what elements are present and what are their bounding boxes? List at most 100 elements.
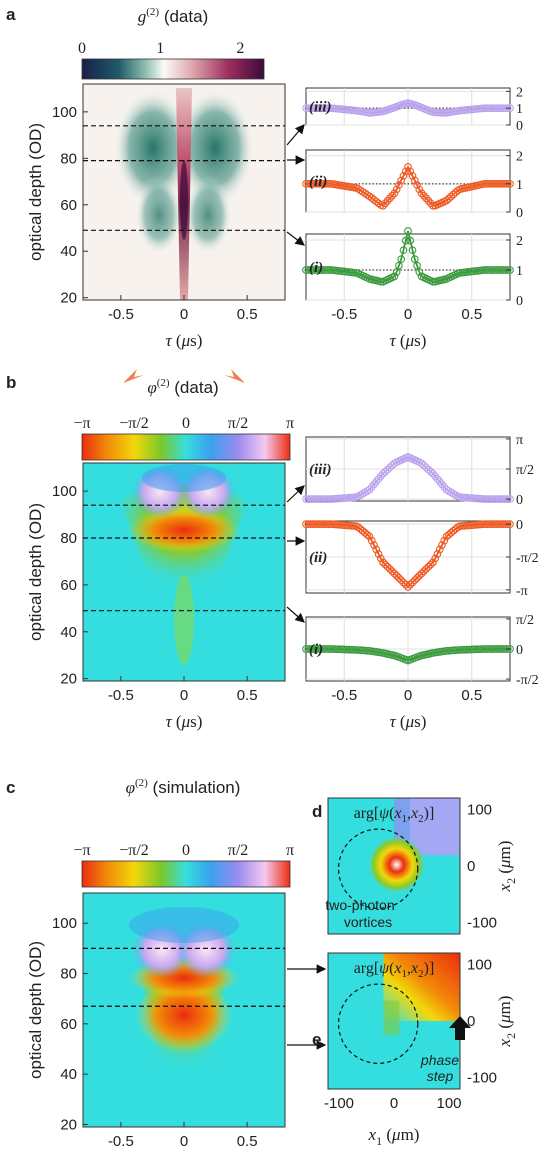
data-point xyxy=(376,472,385,481)
data-point xyxy=(415,571,424,580)
y-tick-label: 0 xyxy=(516,493,523,508)
panel-letter: b xyxy=(6,373,16,392)
colorbar-gradient xyxy=(81,58,265,80)
colorbar-tick-label: −π xyxy=(73,415,90,432)
x-axis-label: τ (μs) xyxy=(166,331,203,350)
panel-a-cut-iii: 2 1 0 (iii) xyxy=(302,85,523,134)
data-point xyxy=(444,194,453,203)
data-point xyxy=(440,483,449,491)
colorbar-gradient xyxy=(81,433,291,461)
data-point xyxy=(390,272,399,281)
data-point xyxy=(422,463,430,472)
y-tick-label: 0 xyxy=(467,858,475,875)
y-tick-label: 1 xyxy=(516,178,523,193)
annotation-line: vortices xyxy=(344,914,392,930)
colorbar-tick-label: 0 xyxy=(182,842,190,859)
y-tick-label: 80 xyxy=(60,150,77,167)
panel-a-cut-i: 2 1 0 (i) -0.5 0 0.5 τ (μs) xyxy=(302,227,523,350)
y-tick-label: -π/2 xyxy=(516,551,539,566)
data-point xyxy=(401,236,410,245)
colorbar-tick-label: 0 xyxy=(78,40,86,57)
y-tick-label: 0 xyxy=(516,643,523,658)
row-label: (i) xyxy=(309,260,323,276)
colorbar-tick-label: 0 xyxy=(182,415,190,432)
teal-lobe-left xyxy=(113,88,193,208)
colorbar-tick-label: π/2 xyxy=(228,842,249,859)
data-point xyxy=(386,194,394,203)
data-point xyxy=(503,179,512,188)
data-point xyxy=(440,536,449,545)
data-point xyxy=(444,530,453,539)
y-tick-label: 2 xyxy=(516,150,523,165)
colorbar-tick-label: π/2 xyxy=(228,415,249,432)
data-point xyxy=(376,277,385,286)
annotation-line: step xyxy=(427,1068,454,1084)
data-point xyxy=(404,163,412,171)
data-point xyxy=(422,565,430,573)
red-band xyxy=(129,508,239,552)
y-tick-label: 0 xyxy=(516,119,523,134)
y-axis-label: x2 (μm) xyxy=(495,996,518,1048)
y-tick-label: 40 xyxy=(60,243,77,260)
data-point xyxy=(388,567,396,576)
vortex-core xyxy=(367,835,426,894)
data-point xyxy=(447,192,455,201)
y-axis-label: optical depth (OD) xyxy=(26,503,45,641)
colorbar-gradient xyxy=(81,860,291,888)
data-point xyxy=(356,525,365,533)
data-point xyxy=(413,574,421,582)
data-point xyxy=(383,465,392,474)
y-tick-label: 100 xyxy=(52,483,77,500)
data-point xyxy=(383,562,392,571)
x-tick-label: 100 xyxy=(436,1095,461,1112)
data-point xyxy=(388,191,396,200)
data-point xyxy=(395,574,403,582)
row-label: (ii) xyxy=(309,174,327,190)
data-point xyxy=(397,255,406,264)
panel-letter: c xyxy=(6,778,15,797)
data-point xyxy=(426,560,435,569)
y-tick-label: -π/2 xyxy=(516,673,539,688)
pointer-arrow xyxy=(286,606,305,623)
y-tick-label: -100 xyxy=(467,1070,497,1087)
g2-spine-core xyxy=(180,160,188,240)
annotation-line: phase xyxy=(420,1052,459,1068)
teal-lobe-left-low xyxy=(135,175,183,255)
series-line xyxy=(306,164,510,207)
data-point xyxy=(410,576,419,585)
x-tick-label: 0 xyxy=(180,306,188,323)
data-point xyxy=(415,268,424,276)
data-point xyxy=(442,532,451,541)
x-tick-label: -0.5 xyxy=(331,306,357,323)
data-point xyxy=(424,562,433,571)
map-frame xyxy=(327,797,461,935)
data-point xyxy=(399,246,408,255)
data-point xyxy=(383,196,392,205)
y-tick-label: 0 xyxy=(467,1013,475,1030)
data-point xyxy=(379,201,387,210)
y-tick-label: 20 xyxy=(60,290,77,307)
x-tick-label: -0.5 xyxy=(108,687,134,704)
panel-a-heatmap: 20 40 60 80 100 -0.5 0 0.5 optical depth (OD) τ (… xyxy=(26,83,286,350)
data-point xyxy=(420,567,428,576)
data-point xyxy=(381,560,390,569)
data-point xyxy=(424,196,433,205)
y-axis-label: optical depth (OD) xyxy=(26,123,45,261)
data-point xyxy=(386,565,394,573)
data-point xyxy=(406,236,415,245)
panel-b-cut-ii: 0 -π/2 -π (ii) xyxy=(302,518,539,599)
data-point xyxy=(447,528,455,537)
data-point xyxy=(431,554,440,563)
series-line xyxy=(306,648,510,662)
y-tick-label: 100 xyxy=(467,956,492,973)
colorbar: −π −π/2 0 π/2 π φ(2) (data) xyxy=(73,377,294,461)
x-tick-label: 0 xyxy=(404,306,412,323)
colorbar-tick-label: π xyxy=(286,415,294,432)
y-tick-label: 1 xyxy=(516,264,523,279)
data-point xyxy=(424,465,433,474)
x-tick-label: -0.5 xyxy=(108,306,134,323)
panel-b-cut-iii: π π/2 0 (iii) xyxy=(302,433,534,508)
y-tick-label: -π xyxy=(516,584,528,599)
data-point xyxy=(401,580,410,589)
annotation-line: two-photon xyxy=(325,897,394,913)
